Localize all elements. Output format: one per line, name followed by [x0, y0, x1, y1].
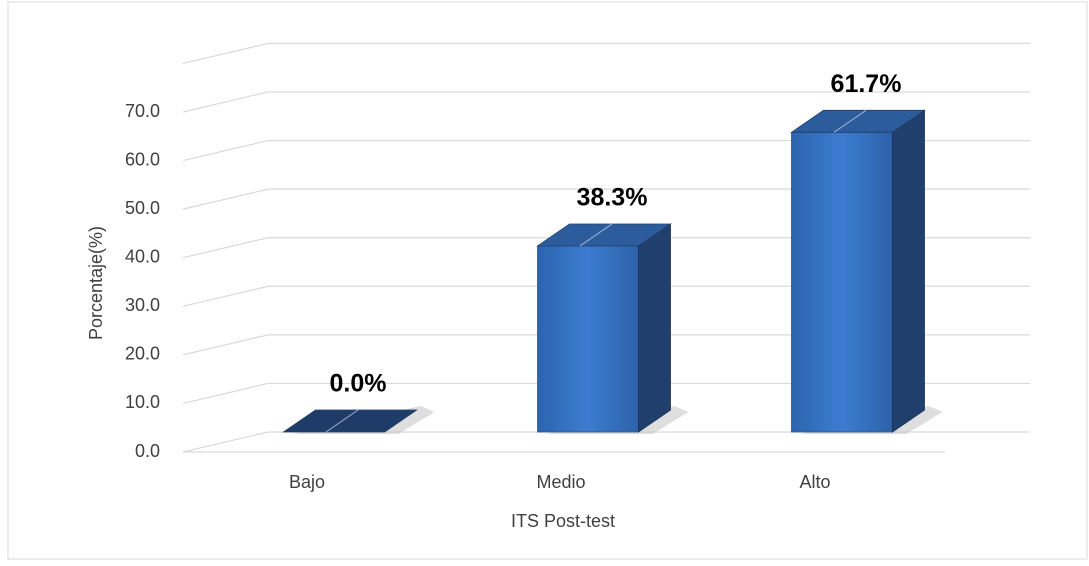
y-tick-label: 20.0 — [125, 344, 160, 364]
data-label: 0.0% — [330, 370, 387, 398]
grid-line — [182, 139, 1030, 162]
y-tick-label: 50.0 — [125, 198, 160, 218]
data-label: 61.7% — [831, 70, 902, 98]
bar-top-highlight — [325, 409, 359, 433]
y-tick-label: 60.0 — [125, 149, 160, 169]
grid-line — [182, 237, 1030, 259]
x-tick-label: Alto — [799, 472, 830, 492]
y-tick-label: 70.0 — [125, 101, 160, 121]
grid-line — [182, 188, 1030, 210]
bar-side — [892, 109, 925, 433]
grid-line — [182, 382, 1030, 405]
chart-border — [7, 1, 1088, 560]
bar-front — [791, 131, 893, 433]
y-tick-label: 30.0 — [125, 295, 160, 315]
bar-top-highlight — [833, 109, 867, 133]
bar — [536, 223, 689, 434]
x-tick-label: Medio — [536, 472, 585, 492]
bar — [282, 406, 435, 434]
y-tick-label: 0.0 — [135, 441, 160, 461]
bar — [790, 109, 943, 434]
x-tick-label: Bajo — [289, 472, 325, 492]
y-tick-label: 40.0 — [125, 246, 160, 266]
bar-top — [536, 223, 672, 247]
bar-front — [537, 245, 639, 433]
grid-line — [182, 334, 1030, 356]
grid-line — [182, 431, 1030, 453]
bar-top — [282, 409, 418, 433]
bar-top-highlight — [579, 223, 613, 247]
grid-line — [182, 42, 1030, 65]
data-label: 38.3% — [577, 184, 648, 212]
grid-line — [182, 285, 1030, 307]
grid-line — [182, 91, 1030, 113]
x-axis-title: ITS Post-test — [511, 511, 615, 531]
bar-top — [790, 109, 926, 133]
bar-side — [638, 223, 671, 433]
y-tick-label: 10.0 — [125, 392, 160, 412]
y-axis-title: Porcentaje(%) — [86, 226, 106, 340]
